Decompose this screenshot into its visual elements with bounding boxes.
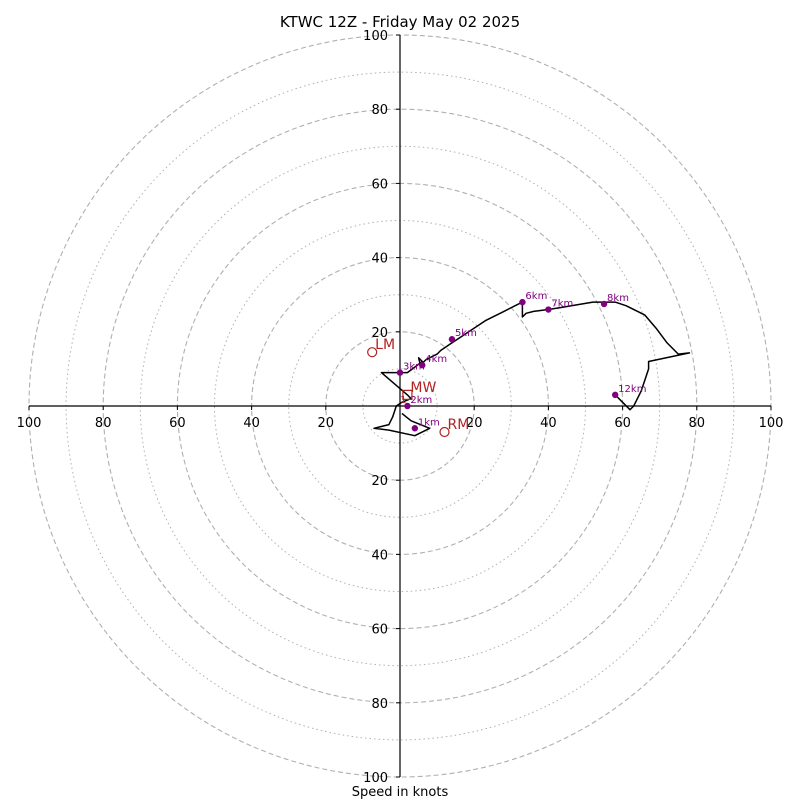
level-label: 3km xyxy=(403,362,425,373)
level-marker xyxy=(448,336,456,343)
level-label: 6km xyxy=(525,291,547,302)
level-marker xyxy=(404,402,411,410)
chart-title: KTWC 12Z - Friday May 02 2025 xyxy=(280,13,520,31)
level-point: 6km xyxy=(519,291,547,306)
y-tick-label: 20 xyxy=(371,326,388,341)
level-point: 8km xyxy=(600,293,629,308)
y-tick-label: 100 xyxy=(363,29,388,44)
y-tick-label: 40 xyxy=(371,252,388,267)
storm-motion-markers: LM MW RM 1 xyxy=(367,337,470,438)
x-tick-label: 60 xyxy=(614,416,631,431)
y-tick-label: 20 xyxy=(371,474,388,489)
hodograph-line xyxy=(373,301,691,437)
tick-labels: 100 80 60 40 20 20 40 60 80 100 100 80 60 40 20 20 40 60 8… xyxy=(17,29,784,786)
level-point: 12km xyxy=(611,384,646,399)
level-label: 2km xyxy=(410,395,432,406)
storm-motion-mw: MW xyxy=(402,380,436,400)
level-marker xyxy=(600,300,608,308)
y-tick-label: 100 xyxy=(363,771,388,786)
level-marker xyxy=(519,298,526,306)
x-tick-label: 100 xyxy=(17,416,42,431)
hodograph-trace xyxy=(373,301,691,437)
level-label: 7km xyxy=(551,299,573,310)
level-label: 12km xyxy=(618,384,646,395)
x-tick-label: 80 xyxy=(689,416,706,431)
storm-motion-marker xyxy=(367,347,378,358)
storm-motion-label: RM xyxy=(448,417,470,433)
storm-motion-lm: LM xyxy=(367,337,395,358)
storm-motion-label: LM xyxy=(375,337,395,353)
x-tick-label: 40 xyxy=(540,416,557,431)
level-label: 8km xyxy=(607,293,629,304)
storm-motion-marker xyxy=(402,389,413,400)
extra-marker-label: 1 xyxy=(400,395,406,406)
y-tick-label: 40 xyxy=(371,548,388,563)
level-point: 4km xyxy=(419,354,447,369)
level-point: 7km xyxy=(545,299,573,313)
level-point: 1km xyxy=(411,417,440,432)
storm-motion-rm: RM xyxy=(439,417,470,438)
level-label: 5km xyxy=(455,328,477,339)
level-point: 5km xyxy=(448,328,477,343)
level-label: 1km xyxy=(418,417,440,428)
y-tick-label: 60 xyxy=(371,623,388,638)
storm-motion-label: MW xyxy=(410,380,436,396)
y-tick-label: 80 xyxy=(371,103,388,118)
level-point: 2km xyxy=(404,395,432,410)
level-point: 3km xyxy=(396,362,425,376)
y-tick-label: 60 xyxy=(371,177,388,192)
x-tick-label: 20 xyxy=(466,416,483,431)
y-tick-label: 80 xyxy=(371,697,388,712)
x-tick-label: 20 xyxy=(318,416,335,431)
level-marker xyxy=(411,425,419,432)
x-tick-label: 100 xyxy=(759,416,784,431)
level-marker xyxy=(396,369,404,376)
level-label: 4km xyxy=(425,354,447,365)
x-tick-label: 60 xyxy=(169,416,186,431)
level-marker xyxy=(611,391,619,399)
storm-motion-marker xyxy=(439,426,450,438)
x-tick-label: 40 xyxy=(243,416,260,431)
level-marker xyxy=(545,306,552,313)
x-axis-label: Speed in knots xyxy=(352,785,449,800)
axes xyxy=(29,35,771,777)
x-tick-label: 80 xyxy=(95,416,112,431)
level-marker xyxy=(419,361,426,369)
